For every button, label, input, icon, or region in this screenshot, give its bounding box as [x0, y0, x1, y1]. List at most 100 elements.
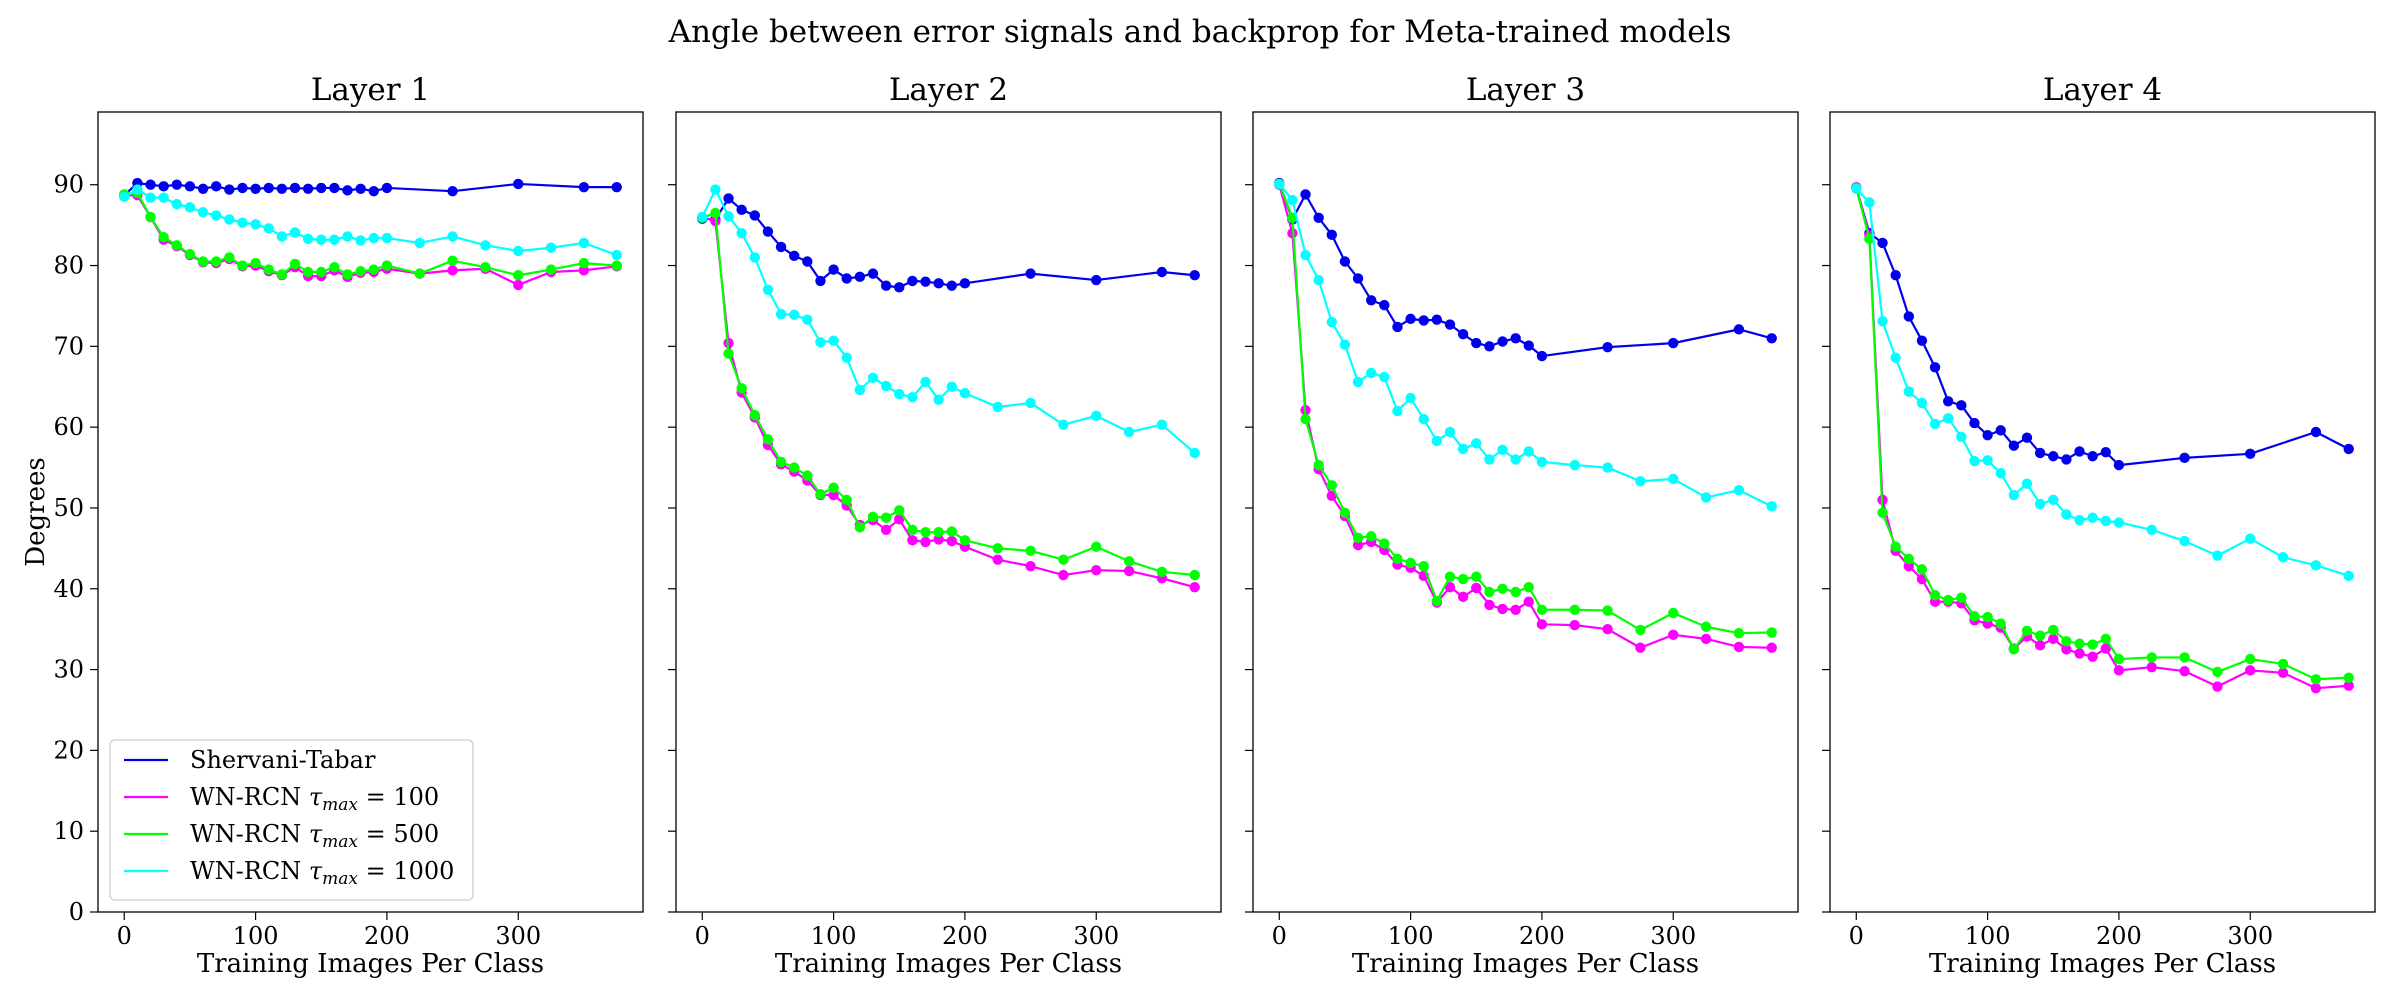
data-point	[1431, 435, 1443, 447]
legend-frame	[109, 739, 474, 901]
data-point	[946, 535, 957, 547]
data-point	[1058, 419, 1069, 430]
data-point	[1497, 336, 1508, 347]
data-point	[2034, 498, 2046, 510]
data-point	[1766, 501, 1777, 512]
data-point	[513, 245, 524, 257]
data-point	[2100, 515, 2111, 527]
data-point	[1929, 590, 1941, 601]
data-point	[145, 211, 156, 223]
data-point	[736, 204, 747, 215]
data-point	[302, 183, 314, 194]
data-point	[2048, 633, 2059, 645]
data-point	[815, 275, 826, 287]
data-point	[1457, 329, 1469, 340]
data-point	[2113, 459, 2125, 471]
data-point	[749, 210, 760, 221]
panel-title: Layer 2	[889, 72, 1008, 108]
data-point	[447, 231, 458, 242]
data-point	[2212, 681, 2223, 692]
data-point	[2310, 682, 2322, 694]
data-point	[1123, 565, 1135, 577]
data-point	[263, 264, 274, 275]
data-point	[1339, 339, 1351, 350]
legend-entry: WN-RCN τmax = 1000	[190, 857, 454, 889]
data-point	[184, 202, 196, 213]
data-point	[2008, 644, 2020, 655]
data-point	[2343, 680, 2354, 691]
data-point	[119, 191, 130, 203]
data-point	[414, 268, 425, 279]
data-point	[697, 211, 708, 223]
x-tick-label: 100	[811, 922, 857, 950]
data-point	[2087, 639, 2098, 650]
data-point	[276, 231, 288, 242]
data-point	[788, 250, 800, 262]
data-point	[736, 383, 747, 394]
data-point	[841, 494, 852, 506]
data-point	[2074, 638, 2085, 649]
data-point	[854, 271, 866, 283]
data-point	[775, 308, 787, 320]
data-point	[513, 279, 524, 291]
data-point	[815, 489, 826, 500]
data-point	[723, 193, 734, 204]
data-point	[1156, 419, 1168, 430]
series-2	[1274, 179, 1777, 653]
data-point	[1903, 386, 1914, 397]
data-point	[894, 505, 905, 516]
data-point	[907, 524, 918, 535]
data-point	[329, 261, 340, 273]
data-point	[1457, 573, 1469, 585]
data-point	[2087, 451, 2098, 462]
data-point	[2343, 443, 2354, 455]
data-point	[1864, 197, 1875, 208]
data-point	[513, 270, 524, 281]
x-tick-label: 300	[495, 922, 541, 950]
data-point	[1916, 564, 1928, 575]
data-point	[1733, 628, 1745, 639]
data-point	[2061, 509, 2072, 520]
data-point	[788, 462, 800, 473]
y-tick-label: 70	[53, 332, 84, 360]
x-tick-label: 200	[364, 922, 410, 950]
data-point	[1766, 627, 1777, 638]
data-point	[1956, 592, 1967, 603]
data-point	[1444, 581, 1456, 593]
data-point	[1484, 341, 1495, 352]
data-point	[880, 280, 892, 291]
data-point	[578, 265, 590, 276]
data-point	[414, 237, 425, 249]
data-point	[788, 309, 800, 321]
data-point	[1700, 621, 1712, 632]
data-point	[2087, 512, 2098, 523]
data-point	[1352, 532, 1364, 544]
data-point	[1969, 455, 1980, 467]
data-point	[1471, 582, 1482, 594]
data-point	[1602, 623, 1613, 635]
data-point	[1569, 604, 1580, 615]
data-point	[1418, 560, 1429, 572]
data-point	[1287, 194, 1298, 206]
data-point	[2034, 630, 2046, 641]
data-point	[841, 273, 852, 284]
data-point	[1733, 324, 1745, 335]
x-tick-label: 0	[695, 922, 710, 950]
data-point	[1392, 405, 1403, 417]
panel-title: Layer 3	[1466, 72, 1585, 108]
data-point	[2179, 652, 2190, 663]
panel-layer-1: Layer 1 0 100 200 300 0 10 20 30 40 50 60 70 80 90 Trai…	[21, 72, 644, 979]
data-point	[381, 232, 393, 244]
legend: Shervani-Tabar WN-RCN τmax = 100 WN-RCN τm…	[109, 739, 474, 901]
data-point	[2245, 653, 2256, 665]
data-point	[1995, 618, 2006, 629]
data-point	[1431, 595, 1443, 607]
series-line	[1278, 182, 1773, 358]
series-line	[701, 188, 1196, 454]
data-point	[2212, 666, 2223, 678]
data-point	[1916, 335, 1928, 346]
data-point	[1668, 607, 1679, 619]
data-point	[2113, 517, 2125, 528]
data-point	[158, 232, 169, 243]
data-point	[1916, 397, 1928, 409]
